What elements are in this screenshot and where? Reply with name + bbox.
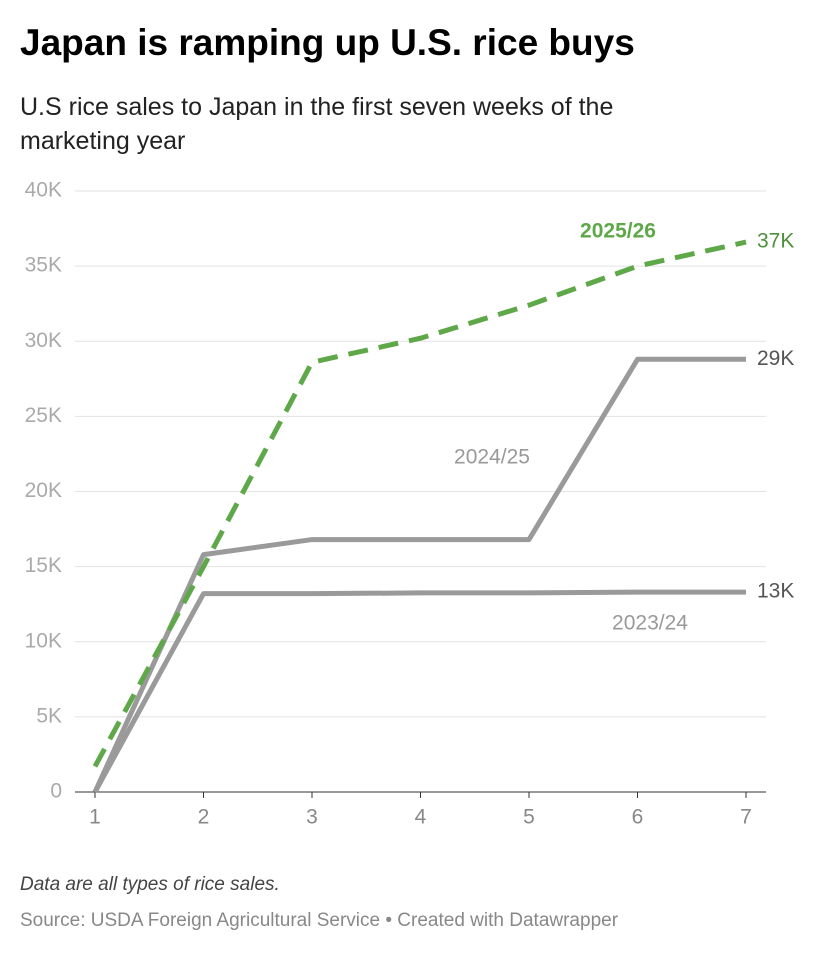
chart-subtitle: U.S rice sales to Japan in the first sev… — [20, 93, 614, 155]
note: Data are all types of rice sales. — [20, 874, 280, 895]
y-tick-label: 0 — [50, 780, 62, 803]
chart: 0 5K 10K 15K 20K 25K 30K 35K 40K 1 2 3 4 5 6 7 2023/24 13… — [25, 179, 795, 829]
x-tick-label: 6 — [632, 806, 644, 829]
series-label: 2023/24 — [612, 612, 688, 635]
x-tick-label: 1 — [89, 806, 101, 829]
y-tick-label: 40K — [25, 179, 62, 202]
x-tick-label: 3 — [306, 806, 318, 829]
source: Source: USDA Foreign Agricultural Servic… — [20, 910, 619, 931]
series-line — [92, 356, 746, 794]
value-label: 37K — [757, 230, 794, 253]
x-tick-label: 2 — [198, 806, 210, 829]
series-label: 2025/26 — [580, 220, 656, 243]
y-tick-label: 15K — [25, 554, 62, 577]
y-tick-label: 30K — [25, 329, 62, 352]
series-line — [92, 589, 746, 794]
y-tick-label: 20K — [25, 479, 62, 502]
series-label: 2024/25 — [454, 446, 530, 469]
series-line — [92, 239, 747, 768]
y-tick-label: 35K — [25, 254, 62, 277]
y-tick-label: 5K — [36, 704, 62, 727]
chart-title: Japan is ramping up U.S. rice buys — [20, 22, 635, 63]
value-label: 13K — [757, 580, 794, 603]
x-tick-label: 4 — [415, 806, 427, 829]
y-tick-label: 10K — [25, 629, 62, 652]
x-tick-label: 5 — [523, 806, 535, 829]
y-tick-label: 25K — [25, 404, 62, 427]
value-label: 29K — [757, 347, 794, 370]
x-tick-label: 7 — [740, 806, 752, 829]
